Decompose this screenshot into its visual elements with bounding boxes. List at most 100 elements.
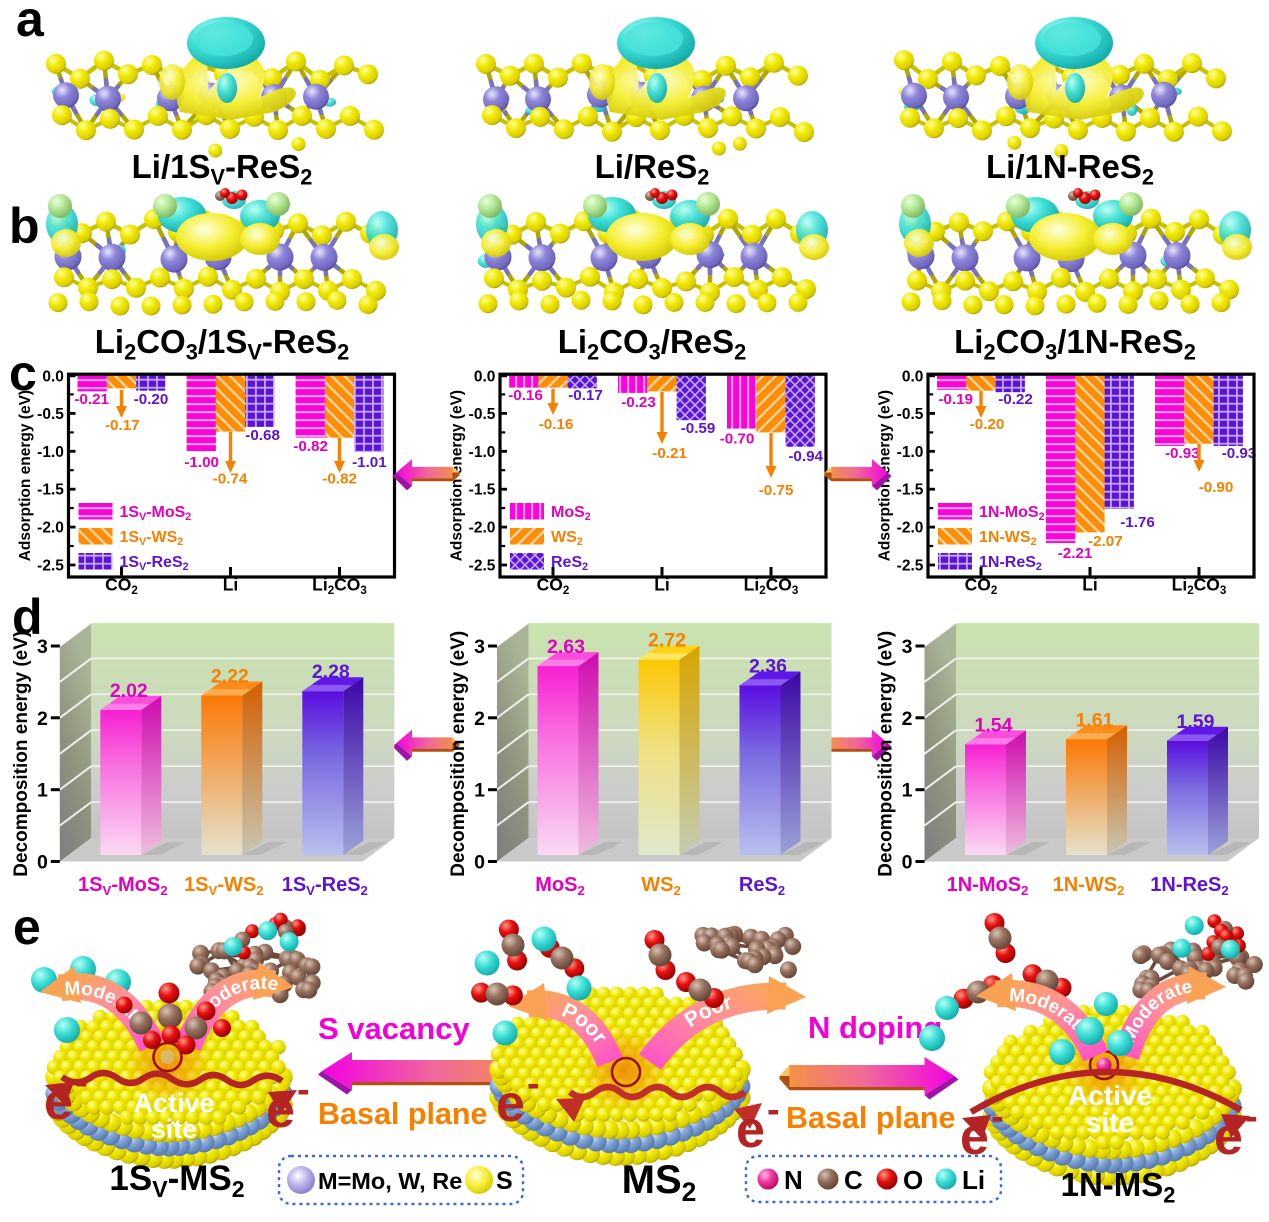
svg-text:2.28: 2.28 <box>312 661 350 683</box>
svg-text:-0.20: -0.20 <box>134 391 169 408</box>
svg-text:2.02: 2.02 <box>110 680 148 702</box>
svg-text:Adsorption energy (eV): Adsorption energy (eV) <box>17 390 34 561</box>
svg-text:-: - <box>1245 1096 1258 1138</box>
svg-text:1SV-WS2: 1SV-WS2 <box>184 874 263 898</box>
svg-text:-1.0: -1.0 <box>897 444 924 461</box>
svg-text:-: - <box>991 1096 1004 1138</box>
svg-text:Li2CO3: Li2CO3 <box>744 575 799 598</box>
svg-text:e: e <box>960 1108 989 1166</box>
svg-text:Decomposition energy (eV): Decomposition energy (eV) <box>11 631 32 877</box>
svg-text:-0.93: -0.93 <box>1222 445 1257 462</box>
svg-text:-0.17: -0.17 <box>105 417 140 434</box>
svg-text:-0.93: -0.93 <box>1165 445 1200 462</box>
svg-text:-0.5: -0.5 <box>897 406 924 423</box>
svg-text:-1.5: -1.5 <box>897 482 924 499</box>
svg-text:2.36: 2.36 <box>749 655 787 677</box>
svg-text:M=Mo, W, Re: M=Mo, W, Re <box>318 1168 462 1194</box>
svg-text:a: a <box>16 0 45 47</box>
svg-text:1N-MoS2: 1N-MoS2 <box>947 874 1029 898</box>
svg-text:1N-WS2: 1N-WS2 <box>979 529 1037 548</box>
svg-text:-0.94: -0.94 <box>788 448 823 465</box>
svg-text:S vacancy: S vacancy <box>318 1011 470 1046</box>
svg-text:1SV-MS2: 1SV-MS2 <box>109 1159 244 1202</box>
svg-text:Li2CO3: Li2CO3 <box>312 575 367 598</box>
svg-text:1: 1 <box>902 780 913 802</box>
svg-text:1.54: 1.54 <box>975 714 1013 736</box>
svg-text:-0.20: -0.20 <box>970 416 1005 433</box>
svg-text:site: site <box>151 1114 198 1144</box>
svg-text:e: e <box>44 1073 73 1131</box>
svg-text:Basal plane: Basal plane <box>318 1097 488 1131</box>
svg-text:Li: Li <box>1082 575 1098 595</box>
svg-text:S: S <box>496 1167 513 1195</box>
svg-text:0: 0 <box>474 852 485 874</box>
svg-text:-0.70: -0.70 <box>720 431 755 448</box>
svg-text:-0.75: -0.75 <box>759 482 794 499</box>
svg-text:Li: Li <box>962 1165 985 1195</box>
svg-text:-0.82: -0.82 <box>322 471 357 488</box>
svg-text:-2.0: -2.0 <box>37 520 64 537</box>
svg-text:-0.21: -0.21 <box>652 445 687 462</box>
svg-text:-1.0: -1.0 <box>37 444 64 461</box>
svg-text:0.0: 0.0 <box>42 368 64 385</box>
svg-text:-0.23: -0.23 <box>621 394 656 411</box>
svg-text:0.0: 0.0 <box>474 368 496 385</box>
svg-text:MoS2: MoS2 <box>535 874 585 898</box>
svg-text:3: 3 <box>37 636 48 658</box>
svg-text:-: - <box>297 1069 310 1111</box>
svg-text:1: 1 <box>474 780 485 802</box>
svg-text:e: e <box>13 899 41 955</box>
svg-text:-1.0: -1.0 <box>469 444 496 461</box>
svg-text:-1.5: -1.5 <box>37 482 64 499</box>
svg-text:1SV-MoS2: 1SV-MoS2 <box>120 504 192 523</box>
svg-text:-2.0: -2.0 <box>469 520 496 537</box>
svg-text:-0.17: -0.17 <box>568 387 603 404</box>
svg-text:1: 1 <box>37 780 48 802</box>
svg-text:Decomposition energy (eV): Decomposition energy (eV) <box>448 631 469 877</box>
svg-text:0: 0 <box>902 852 913 874</box>
svg-text:-0.5: -0.5 <box>469 406 496 423</box>
svg-text:1N-MS2: 1N-MS2 <box>1061 1166 1176 1208</box>
svg-text:e: e <box>1214 1108 1243 1166</box>
svg-text:e: e <box>496 1075 525 1133</box>
svg-text:-2.07: -2.07 <box>1088 533 1123 550</box>
svg-text:1.61: 1.61 <box>1076 709 1114 731</box>
svg-text:N: N <box>784 1165 803 1195</box>
svg-text:2.22: 2.22 <box>211 666 249 688</box>
svg-text:b: b <box>9 198 40 254</box>
svg-text:1SV-ReS2: 1SV-ReS2 <box>282 874 368 898</box>
svg-text:Li/ReS2: Li/ReS2 <box>595 148 710 190</box>
svg-text:1SV-MoS2: 1SV-MoS2 <box>78 874 168 898</box>
svg-text:1N-WS2: 1N-WS2 <box>1053 874 1125 898</box>
svg-text:-: - <box>527 1063 540 1105</box>
svg-text:e: e <box>266 1081 295 1139</box>
svg-text:2: 2 <box>37 708 48 730</box>
svg-text:-0.5: -0.5 <box>37 406 64 423</box>
svg-text:0.0: 0.0 <box>902 368 924 385</box>
svg-text:-: - <box>75 1061 88 1103</box>
svg-text:-2.0: -2.0 <box>897 520 924 537</box>
svg-text:-: - <box>767 1089 780 1131</box>
svg-text:e: e <box>736 1101 765 1159</box>
svg-text:Basal plane: Basal plane <box>786 1101 956 1135</box>
svg-text:O: O <box>903 1165 923 1195</box>
svg-text:-0.74: -0.74 <box>213 471 248 488</box>
svg-text:Li: Li <box>654 575 670 595</box>
svg-text:2.72: 2.72 <box>648 630 686 652</box>
svg-text:Li: Li <box>223 575 239 595</box>
svg-text:1N-ReS2: 1N-ReS2 <box>979 554 1042 573</box>
svg-text:3: 3 <box>902 636 913 658</box>
svg-text:-2.5: -2.5 <box>469 558 496 575</box>
svg-text:Decomposition energy (eV): Decomposition energy (eV) <box>876 631 897 877</box>
svg-text:-2.5: -2.5 <box>897 558 924 575</box>
svg-text:-0.16: -0.16 <box>539 416 574 433</box>
svg-text:-1.5: -1.5 <box>469 482 496 499</box>
svg-text:2.63: 2.63 <box>547 636 585 658</box>
svg-text:1SV-ReS2: 1SV-ReS2 <box>120 554 189 573</box>
svg-text:-0.16: -0.16 <box>508 387 543 404</box>
svg-text:site: site <box>1086 1107 1134 1138</box>
svg-text:1.59: 1.59 <box>1177 711 1215 733</box>
svg-text:2: 2 <box>902 708 913 730</box>
svg-text:1SV-WS2: 1SV-WS2 <box>120 529 184 548</box>
svg-text:-0.68: -0.68 <box>245 427 280 444</box>
